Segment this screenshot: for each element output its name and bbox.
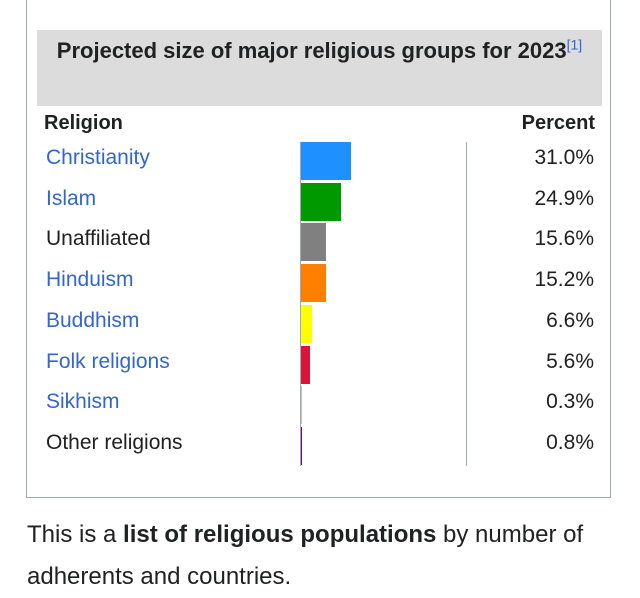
percent-bar [301,345,311,384]
religion-name[interactable]: Christianity [46,146,150,169]
religion-name[interactable]: Folk religions [46,349,170,373]
percent-bar [301,386,302,425]
bar-area-border [466,142,467,466]
percent-bar [301,223,327,262]
lead-text-post: by number of adherents and countries. [27,521,584,590]
religion-name[interactable]: Hinduism [46,268,134,292]
religion-row: Islam 24.9% [27,181,610,221]
religion-name[interactable]: Buddhism [46,308,140,332]
religion-row: Sikhism 0.3% [27,384,610,425]
percent-value: 31.0% [534,146,594,169]
percent-bar [301,264,326,303]
infobox-caption: Projected size of major religious groups… [37,30,602,106]
religion-row: Other religions 0.8% [27,425,610,465]
religion-name: Other religions [46,430,183,454]
percent-value: 24.9% [534,186,594,210]
religion-name: Unaffiliated [46,227,151,251]
percent-bar [301,142,351,180]
religion-name[interactable]: Islam [46,186,97,210]
religion-infobox: Projected size of major religious groups… [26,0,611,498]
column-header-percent: Percent [521,112,595,134]
percent-bar [301,304,312,343]
religion-row: Christianity 31.0% [27,140,610,180]
percent-value: 15.6% [534,227,594,251]
religion-row: Hinduism 15.2% [27,262,610,303]
religion-row: Unaffiliated 15.6% [27,221,610,262]
religion-row: Folk religions 5.6% [27,344,610,384]
infobox-title: Projected size of major religious groups… [56,38,567,63]
lead-link-bold[interactable]: list of religious populations [123,521,437,548]
percent-value: 6.6% [546,308,594,332]
bar-axis-line [300,142,301,466]
percent-value: 0.8% [546,430,594,454]
percent-value: 5.6% [546,349,594,373]
lead-text-pre: This is a [27,521,124,548]
lead-paragraph: This is a list of religious populations … [27,514,617,598]
religion-name[interactable]: Sikhism [46,390,120,414]
column-header-religion: Religion [44,112,123,134]
percent-value: 15.2% [534,268,594,292]
percent-value: 0.3% [546,390,594,414]
percent-bar [301,426,303,465]
religion-row: Buddhism 6.6% [27,303,610,343]
percent-bar [301,182,342,221]
citation-link[interactable]: [1] [566,36,583,53]
